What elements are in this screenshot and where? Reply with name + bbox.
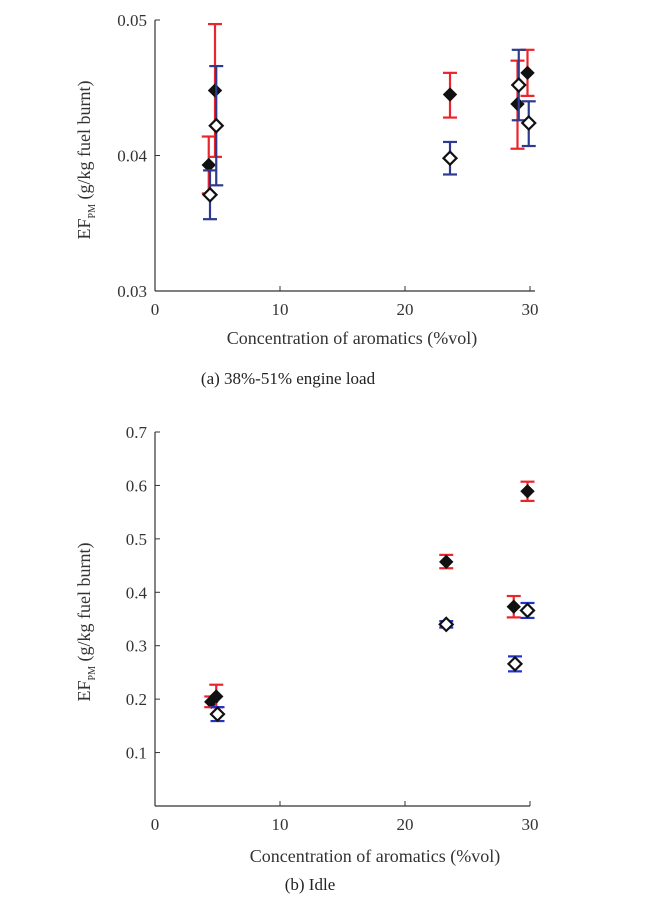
chart-a-y-label-main: EF (74, 218, 94, 239)
chart-a-y-tick-label: 0.03 (117, 282, 147, 301)
chart-a-y-tick-label: 0.05 (117, 11, 147, 30)
chart-b-y-tick-label: 0.6 (126, 476, 147, 495)
chart-a-open-diamond-point (208, 117, 225, 134)
chart-a-x-label: Concentration of aromatics (%vol) (227, 328, 477, 349)
chart-b-y-tick-label: 0.5 (126, 530, 147, 549)
chart-a-x-tick-label: 30 (522, 300, 539, 319)
chart-a-marks (201, 22, 537, 221)
chart-a-filled-diamond-point (510, 96, 525, 112)
chart-b-open-diamond-point (438, 616, 455, 633)
chart-b-x-tick-label: 0 (151, 815, 160, 834)
chart-b-open-diamond-point (506, 655, 524, 672)
chart-a-y-tick-label: 0.04 (117, 147, 147, 166)
chart-b-y-ticks: 0.1 0.2 0.3 0.4 0.5 0.6 0.7 (126, 423, 160, 763)
chart-a: 0 10 20 30 0.03 0.04 0.05 Concentration of ar… (74, 11, 539, 388)
chart-a-x-ticks: 0 10 20 30 (151, 286, 539, 319)
chart-b: 0 10 20 30 0.1 0.2 0.3 0.4 0.5 0.6 0.7 Concentrat… (74, 423, 539, 894)
chart-a-y-label-rest: (g/kg fuel burnt) (74, 81, 95, 204)
chart-a-y-label-sub: PM (87, 204, 98, 219)
chart-a-caption: (a) 38%-51% engine load (201, 369, 376, 388)
chart-a-open-diamond-point (201, 186, 219, 203)
chart-a-y-label: EFPM (g/kg fuel burnt) (74, 81, 98, 240)
chart-b-y-label: EFPM (g/kg fuel burnt) (74, 543, 98, 702)
chart-b-filled-diamond-point (439, 554, 454, 570)
chart-a-x-tick-label: 0 (151, 300, 160, 319)
chart-b-x-tick-label: 20 (397, 815, 414, 834)
chart-b-y-tick-label: 0.3 (126, 637, 147, 656)
chart-b-caption: (b) Idle (285, 875, 336, 894)
chart-b-y-tick-label: 0.4 (126, 583, 148, 602)
chart-b-filled-diamond-point (520, 484, 535, 499)
chart-b-y-label-sub: PM (87, 666, 98, 681)
chart-a-filled-diamond-point (207, 83, 223, 98)
chart-b-x-ticks: 0 10 20 30 (151, 801, 539, 834)
chart-b-marks (204, 480, 536, 723)
chart-a-filled-diamond-point (442, 87, 458, 102)
chart-b-y-label-rest: (g/kg fuel burnt) (74, 543, 95, 666)
chart-b-y-label-main: EF (74, 680, 94, 701)
chart-b-x-tick-label: 10 (272, 815, 289, 834)
chart-b-y-tick-label: 0.1 (126, 744, 147, 763)
chart-a-open-diamond-point (441, 150, 459, 167)
chart-b-y-tick-label: 0.7 (126, 423, 148, 442)
chart-b-x-label: Concentration of aromatics (%vol) (250, 846, 500, 867)
chart-b-filled-diamond-point (506, 599, 521, 614)
chart-a-x-tick-label: 10 (272, 300, 289, 319)
chart-b-y-tick-label: 0.2 (126, 690, 147, 709)
chart-a-open-diamond-point (510, 76, 527, 94)
chart-a-open-diamond-point (520, 114, 537, 132)
chart-a-y-ticks: 0.03 0.04 0.05 (117, 11, 160, 301)
chart-b-open-diamond-point (519, 602, 536, 619)
chart-a-x-tick-label: 20 (397, 300, 414, 319)
chart-b-filled-diamond-point (209, 689, 224, 704)
chart-a-filled-diamond-point (520, 65, 535, 81)
chart-b-x-tick-label: 30 (522, 815, 539, 834)
chart-b-open-diamond-point (209, 706, 226, 723)
